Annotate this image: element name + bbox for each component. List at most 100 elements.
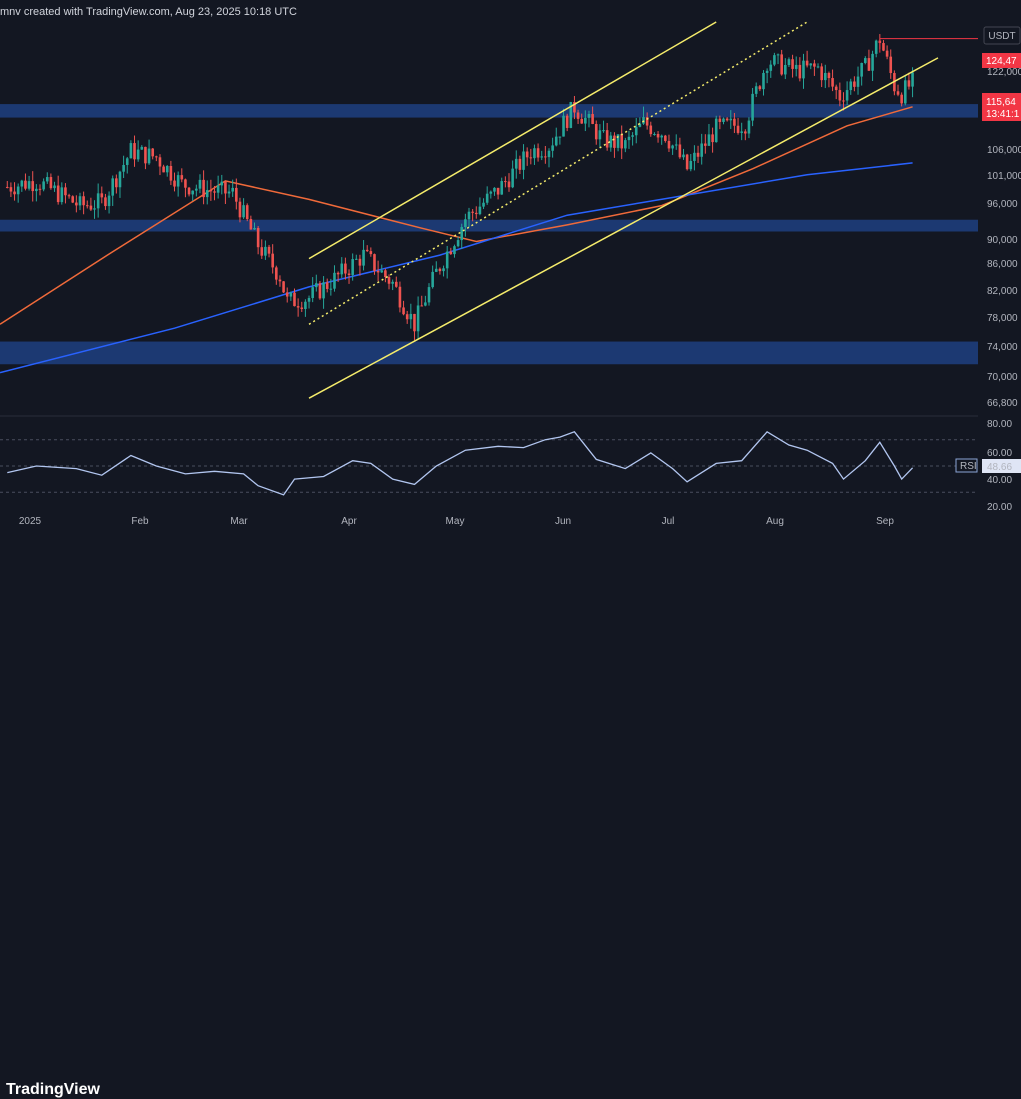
channel-middle-line (308, 21, 808, 325)
tradingview-logo[interactable]: TradingView (6, 1081, 100, 1098)
candle-body (354, 258, 358, 260)
candle-body (594, 123, 598, 140)
time-label: Sep (876, 516, 894, 527)
candle-body (56, 185, 60, 203)
candle-body (522, 151, 525, 170)
candle-body (191, 190, 194, 195)
candle-body (642, 117, 645, 124)
candle-body (169, 165, 173, 181)
candle-body (718, 118, 722, 122)
candle-body (380, 270, 384, 273)
candle-body (460, 227, 464, 241)
candle-body (620, 134, 624, 149)
candle-body (729, 118, 733, 121)
candle-body (696, 152, 700, 157)
candle-body (362, 249, 365, 266)
candle-body (329, 288, 333, 290)
candle-body (129, 143, 133, 159)
candle-body (344, 263, 347, 274)
candle-body (409, 313, 413, 320)
time-label: Feb (131, 516, 149, 527)
candle-body (104, 197, 107, 207)
candle-body (405, 314, 409, 320)
candle-body (231, 187, 234, 192)
price-chart[interactable]: USDT 122,000 106,000 101,000 96,000 90,0… (0, 0, 1021, 535)
candle-body (573, 102, 576, 113)
candle-body (671, 145, 674, 149)
candle-body (115, 178, 118, 188)
candle-body (722, 118, 725, 122)
candle-body (747, 120, 751, 134)
candle-body (754, 86, 758, 94)
candle-body (260, 247, 264, 256)
candle-body (245, 205, 249, 220)
candle-body (631, 135, 634, 137)
footer-bar: TradingView (0, 535, 1021, 1098)
candle-body (96, 193, 100, 209)
price-label: 106,000 (987, 145, 1021, 156)
candle-body (78, 196, 82, 206)
candle-body (464, 219, 467, 228)
candle-body (602, 130, 605, 132)
candle-body (576, 112, 580, 119)
candle-body (889, 56, 893, 74)
candle-body (758, 86, 762, 90)
candle-body (75, 202, 78, 206)
candle-body (704, 143, 707, 146)
price-label: 90,000 (987, 235, 1018, 246)
candle-body (140, 146, 144, 150)
rsi-value-tag (982, 459, 1021, 473)
candle-body (35, 188, 38, 192)
candle-body (831, 78, 834, 87)
candle-body (504, 181, 507, 183)
candle-body (53, 185, 56, 189)
candle-body (453, 246, 456, 255)
currency-badge[interactable] (983, 26, 1021, 45)
candle-body (678, 144, 682, 158)
candle-body (111, 178, 115, 196)
candle-body (16, 186, 20, 195)
candle-body (896, 91, 900, 95)
candle-body (529, 157, 533, 159)
candle-body (787, 59, 791, 65)
candle-body (714, 118, 718, 143)
candle-body (220, 181, 224, 186)
candle-body (780, 54, 783, 75)
candle-body (598, 130, 602, 140)
candle-body (863, 58, 867, 63)
price-label: 74,000 (987, 342, 1018, 353)
candle-body (304, 301, 307, 309)
ema-blue-line (0, 162, 913, 374)
price-label: 122,000 (987, 67, 1021, 78)
candle-body (591, 114, 594, 124)
candle-body (605, 130, 609, 148)
candle-body (38, 188, 42, 190)
candle-body (580, 118, 584, 124)
candle-body (235, 187, 238, 202)
time-label: Jun (555, 516, 571, 527)
candle-body (151, 148, 154, 157)
candle-body (867, 58, 871, 71)
candle-body (613, 135, 616, 148)
candle-body (544, 156, 547, 158)
candle-body (478, 206, 482, 215)
candle-body (24, 180, 27, 189)
candle-body (213, 191, 216, 193)
candle-body (649, 125, 653, 135)
candle-body (565, 115, 569, 128)
time-label: May (446, 516, 465, 527)
moving-averages (0, 106, 913, 374)
candle-body (267, 246, 271, 254)
candle-body (347, 273, 351, 275)
candle-body (300, 307, 304, 309)
attribution-text: mnv created with TradingView.com, Aug 23… (0, 6, 297, 18)
candle-body (93, 208, 96, 210)
rsi-name-badge (955, 458, 978, 473)
candle-body (467, 211, 471, 220)
candle-body (820, 66, 823, 81)
candle-body (725, 118, 729, 121)
candle-body (282, 281, 285, 293)
candle-body (540, 156, 544, 158)
candle-body (744, 131, 747, 134)
channel-upper-line (308, 21, 717, 260)
